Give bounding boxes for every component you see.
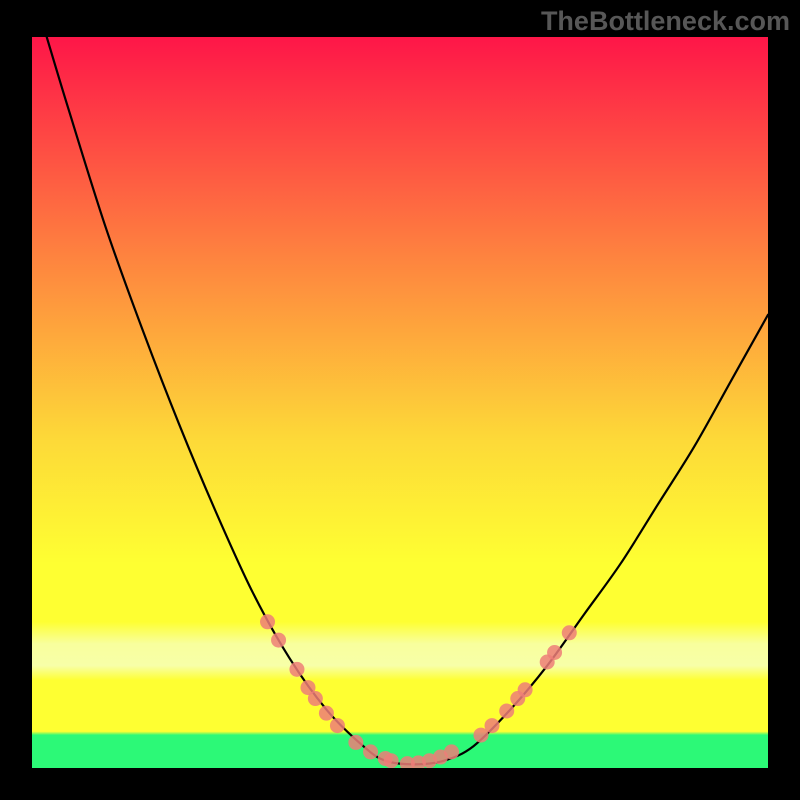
data-marker — [308, 691, 323, 706]
data-marker — [289, 662, 304, 677]
data-marker — [348, 735, 363, 750]
data-marker — [330, 718, 345, 733]
chart-container: TheBottleneck.com — [0, 0, 800, 800]
data-marker — [518, 682, 533, 697]
data-marker — [363, 744, 378, 759]
data-marker — [271, 633, 286, 648]
data-marker — [485, 718, 500, 733]
data-marker — [260, 614, 275, 629]
data-marker — [499, 703, 514, 718]
data-marker — [562, 625, 577, 640]
plot-area — [32, 37, 768, 768]
gradient-background — [32, 37, 768, 768]
data-marker — [384, 753, 399, 768]
chart-svg — [32, 37, 768, 768]
data-marker — [319, 706, 334, 721]
data-marker — [547, 645, 562, 660]
data-marker — [444, 744, 459, 759]
watermark-text: TheBottleneck.com — [541, 6, 790, 37]
